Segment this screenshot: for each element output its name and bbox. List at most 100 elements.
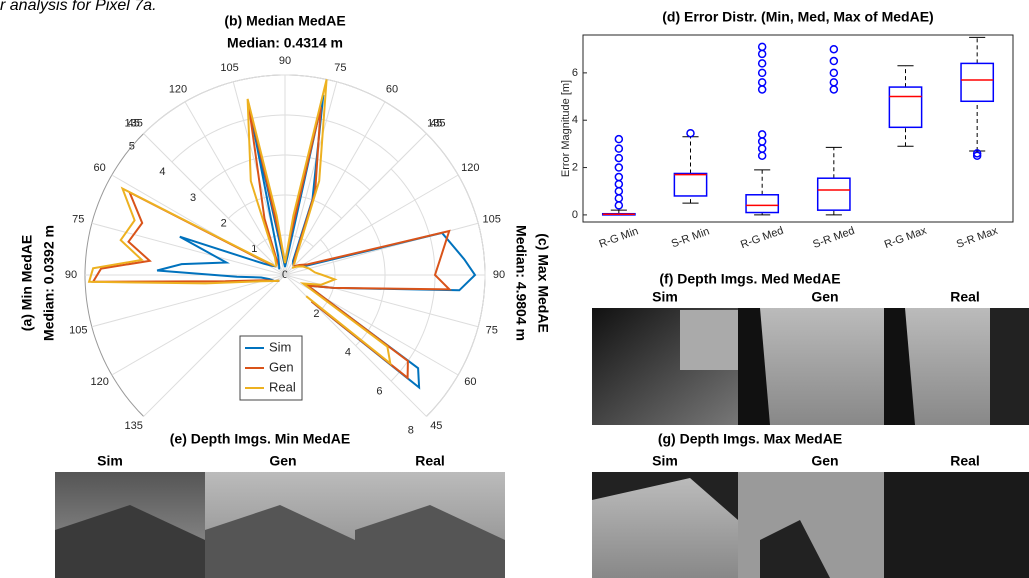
- x-tick-label: S-R Med: [811, 225, 856, 251]
- column-label: Gen: [811, 453, 838, 469]
- outlier: [759, 79, 766, 86]
- column-label: Gen: [811, 289, 838, 305]
- column-label: Sim: [652, 289, 678, 305]
- depth-images-f: (f) Depth Imgs. Med MedAE Sim Gen Real: [592, 271, 1029, 425]
- depth-image: [884, 472, 1029, 578]
- theta-tick-label: 90: [493, 269, 505, 281]
- r-tick-label: 2: [221, 217, 227, 229]
- theta-tick-label: 135: [124, 118, 142, 130]
- y-tick-label: 2: [572, 161, 578, 173]
- x-tick-label: R-G Med: [739, 225, 785, 252]
- grid-spoke: [285, 82, 337, 275]
- outlier: [830, 58, 837, 65]
- column-label: Real: [415, 453, 445, 469]
- outlier: [830, 69, 837, 76]
- r-tick-label: 6: [376, 385, 382, 397]
- box: [818, 178, 850, 210]
- theta-tick-label: 75: [72, 214, 84, 226]
- column-label: Real: [950, 453, 980, 469]
- r-tick-label: 4: [345, 347, 351, 359]
- outlier: [759, 145, 766, 152]
- outlier: [615, 164, 622, 171]
- theta-tick-label: 75: [334, 62, 346, 74]
- y-tick-label: 4: [572, 114, 578, 126]
- r-tick-label: 8: [408, 424, 414, 436]
- grid-spoke: [144, 134, 285, 275]
- y-tick-label: 6: [572, 67, 578, 79]
- legend-label: Gen: [269, 359, 294, 374]
- outlier: [615, 145, 622, 152]
- outlier: [759, 43, 766, 50]
- box: [746, 195, 778, 213]
- depth-images-e: (e) Depth Imgs. Min MedAE Sim Gen Real: [55, 431, 505, 578]
- theta-tick-label: 60: [94, 162, 106, 174]
- depth-shape: [990, 308, 1029, 425]
- theta-tick-label: 60: [464, 376, 476, 388]
- outlier: [759, 138, 766, 145]
- r-tick-label: 4: [159, 166, 165, 178]
- theta-tick-label: 120: [169, 84, 187, 96]
- outlier: [759, 50, 766, 57]
- outlier: [759, 131, 766, 138]
- legend-label: Sim: [269, 339, 291, 354]
- outlier: [687, 130, 694, 137]
- y-axis-label: Error Magnitude [m]: [560, 80, 572, 177]
- panel-subtitle: Median: 4.9804 m: [513, 225, 529, 341]
- theta-tick-label: 135: [124, 420, 142, 432]
- depth-shape: [680, 310, 738, 370]
- outlier: [759, 86, 766, 93]
- panel-title: (a) Min MedAE: [19, 235, 35, 331]
- theta-tick-label: 105: [69, 324, 87, 336]
- outlier: [615, 155, 622, 162]
- column-label: Sim: [652, 453, 678, 469]
- outlier: [830, 79, 837, 86]
- theta-tick-label: 45: [430, 420, 442, 432]
- outlier: [759, 69, 766, 76]
- theta-tick-label: 105: [220, 62, 238, 74]
- panel-subtitle: Median: 0.4314 m: [227, 35, 343, 51]
- column-label: Real: [950, 289, 980, 305]
- theta-tick-label: 135: [427, 118, 445, 130]
- box: [889, 87, 921, 127]
- legend-label: Real: [269, 379, 296, 394]
- theta-tick-label: 120: [461, 162, 479, 174]
- outlier: [830, 86, 837, 93]
- theta-tick-label: 90: [65, 269, 77, 281]
- x-tick-label: S-R Min: [670, 225, 711, 250]
- panel-title: (e) Depth Imgs. Min MedAE: [170, 431, 350, 447]
- panel-title: (g) Depth Imgs. Max MedAE: [658, 431, 842, 447]
- r-tick-label: 5: [129, 140, 135, 152]
- outlier: [615, 181, 622, 188]
- theta-tick-label: 90: [279, 55, 291, 67]
- y-tick-label: 0: [572, 209, 578, 221]
- outlier: [759, 152, 766, 159]
- x-tick-label: R-G Min: [598, 225, 641, 250]
- outlier: [830, 46, 837, 53]
- theta-tick-label: 60: [386, 84, 398, 96]
- x-tick-label: S-R Max: [955, 225, 1000, 251]
- r-tick-label: 3: [190, 192, 196, 204]
- r-tick-label: 2: [313, 308, 319, 320]
- box: [961, 63, 993, 101]
- x-tick-label: R-G Max: [883, 225, 929, 251]
- panel-title: (b) Median MedAE: [224, 13, 345, 29]
- outlier: [615, 202, 622, 209]
- depth-images-g: (g) Depth Imgs. Max MedAE Sim Gen Real: [592, 431, 1029, 578]
- panel-title: (f) Depth Imgs. Med MedAE: [659, 271, 840, 287]
- chart-title: (d) Error Distr. (Min, Med, Max of MedAE…: [662, 9, 933, 25]
- column-label: Sim: [97, 453, 123, 469]
- caption: r analysis for Pixel 7a.: [0, 0, 157, 14]
- theta-tick-label: 105: [483, 214, 501, 226]
- outlier: [615, 188, 622, 195]
- outlier: [759, 60, 766, 67]
- column-label: Gen: [269, 453, 296, 469]
- panel-title: (c) Max MedAE: [535, 233, 551, 333]
- outlier: [615, 195, 622, 202]
- figure: r analysis for Pixel 7a. (e) Depth Imgs.…: [0, 0, 1029, 578]
- box: [674, 173, 706, 195]
- theta-tick-label: 120: [90, 376, 108, 388]
- theta-tick-label: 75: [486, 324, 498, 336]
- grid-spoke: [285, 175, 458, 275]
- outlier: [615, 136, 622, 143]
- series-line: [93, 192, 279, 281]
